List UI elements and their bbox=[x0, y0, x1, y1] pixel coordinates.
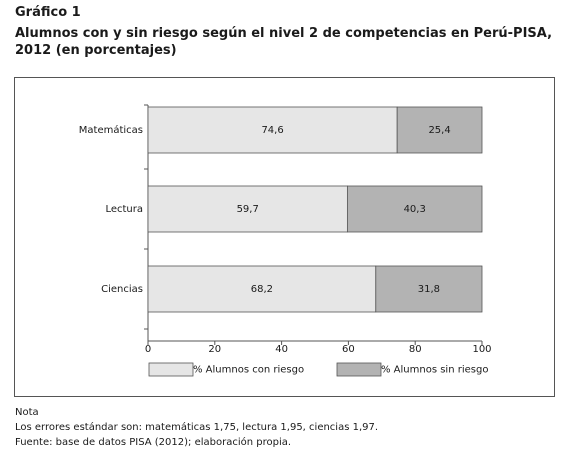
chart-title: Alumnos con y sin riesgo según el nivel … bbox=[15, 26, 553, 58]
figure-label: Gráfico 1 bbox=[15, 5, 81, 20]
notes-block: Nota Los errores estándar son: matemátic… bbox=[15, 405, 378, 450]
category-label-0: Matemáticas bbox=[79, 124, 143, 136]
bar-matemáticas-series-2 bbox=[396, 106, 483, 154]
x-tick-label-40: 40 bbox=[275, 344, 288, 355]
standard-errors-note: Los errores estándar son: matemáticas 1,… bbox=[15, 422, 379, 433]
bar-label-lectura-series-1: 59,7 bbox=[237, 204, 259, 215]
x-tick-label-0: 0 bbox=[145, 344, 151, 355]
source-note: Fuente: base de datos PISA (2012); elabo… bbox=[15, 437, 292, 448]
category-label-2: Ciencias bbox=[101, 284, 143, 295]
x-tick-label-80: 80 bbox=[409, 344, 422, 355]
notes-heading: Nota bbox=[15, 407, 39, 418]
legend-label-1: % Alumnos con riesgo bbox=[193, 365, 304, 376]
legend-label-2: % Alumnos sin riesgo bbox=[381, 365, 488, 376]
x-tick-label-100: 100 bbox=[472, 344, 491, 355]
bar-ciencias-series-2 bbox=[375, 265, 483, 313]
x-tick-label-20: 20 bbox=[208, 344, 221, 355]
x-tick-label-60: 60 bbox=[342, 344, 355, 355]
bar-label-matemáticas-series-1: 74,6 bbox=[261, 125, 283, 136]
bar-label-lectura-series-2: 40,3 bbox=[404, 204, 426, 215]
bar-label-matemáticas-series-2: 25,4 bbox=[428, 125, 450, 136]
bar-label-ciencias-series-2: 31,8 bbox=[418, 284, 440, 295]
category-label-1: Lectura bbox=[105, 204, 143, 215]
legend-swatch-1 bbox=[148, 362, 194, 377]
bar-lectura-series-2 bbox=[346, 185, 483, 233]
chart-frame bbox=[14, 77, 555, 397]
legend-swatch-2 bbox=[336, 362, 382, 377]
bar-label-ciencias-series-1: 68,2 bbox=[251, 284, 273, 295]
bar-ciencias-series-1 bbox=[147, 265, 377, 313]
